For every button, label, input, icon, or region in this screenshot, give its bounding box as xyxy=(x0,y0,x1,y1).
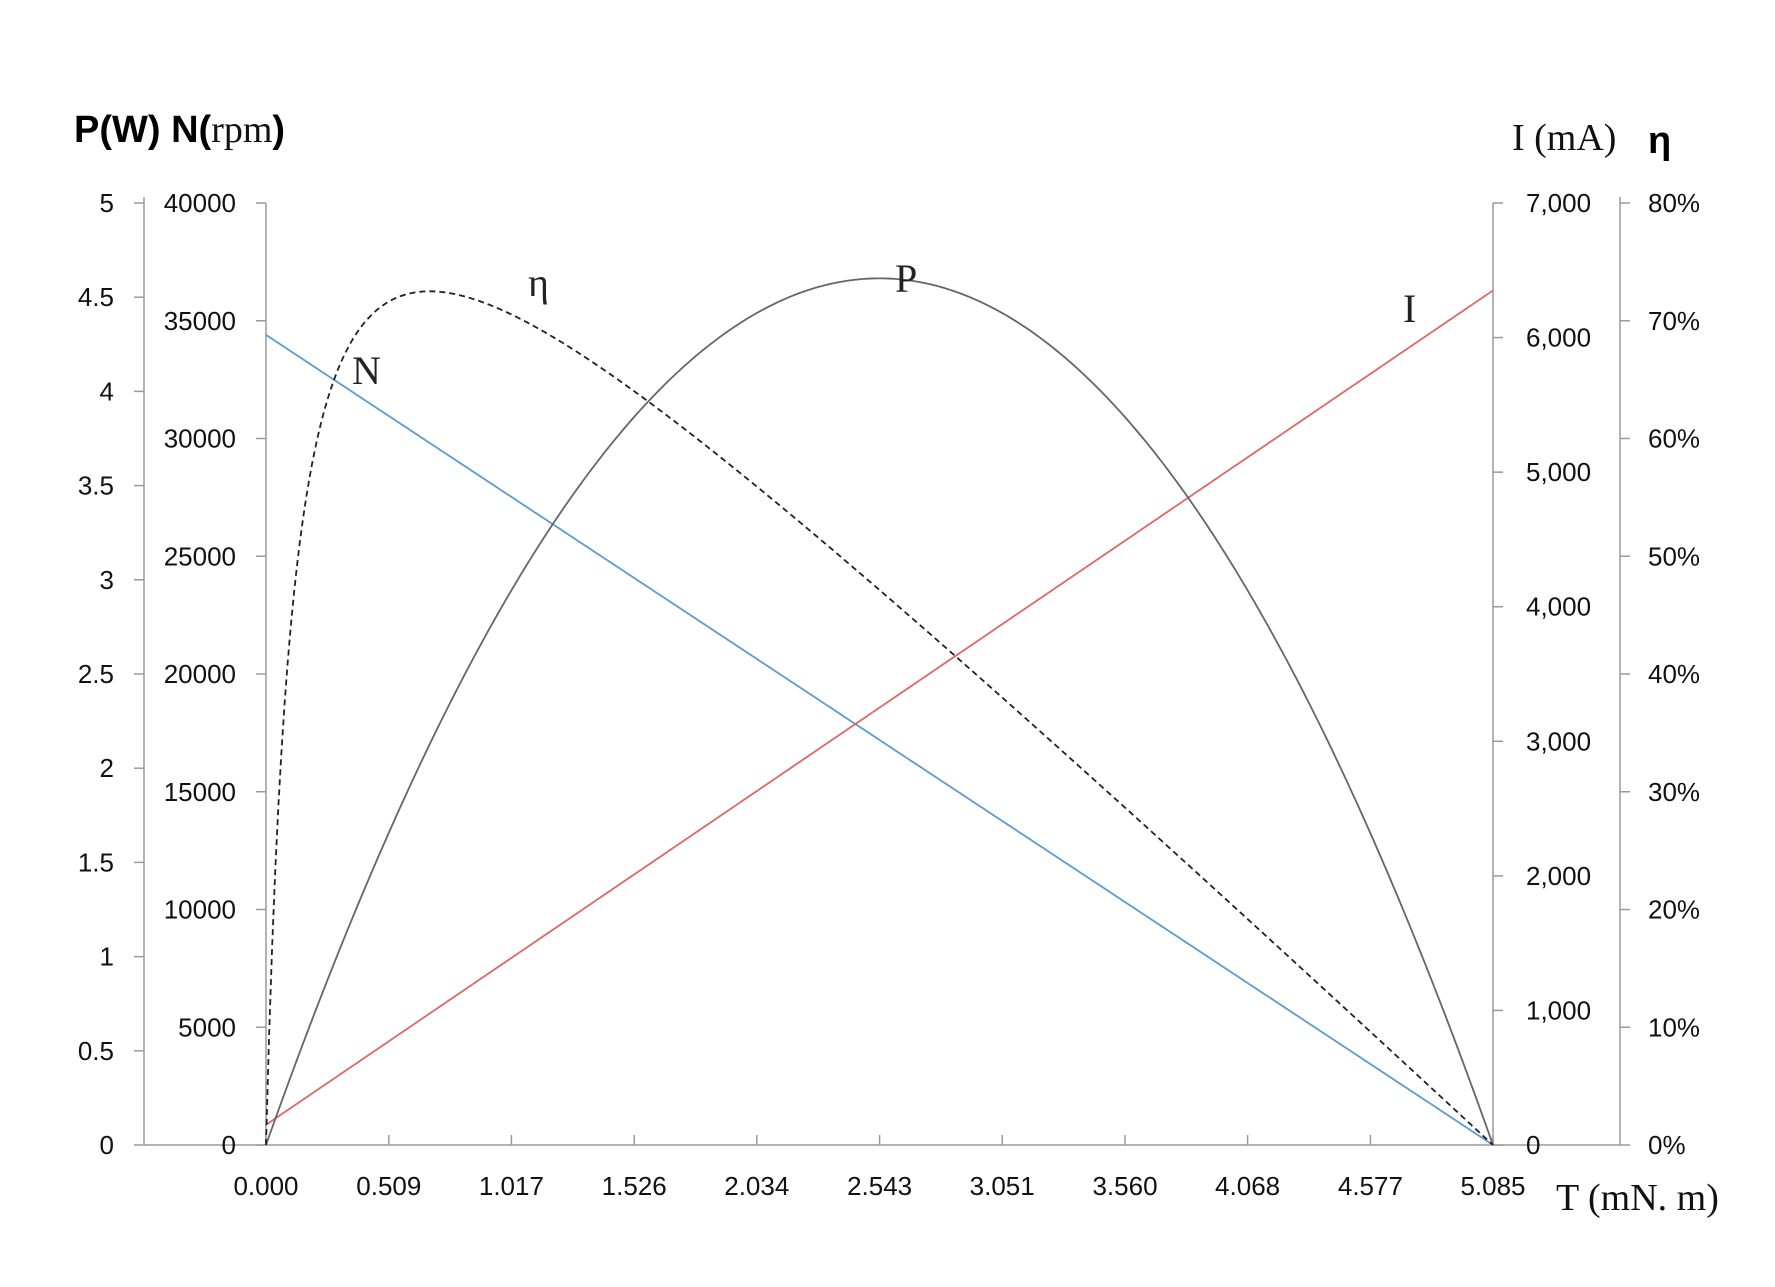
current-tick-label: 5,000 xyxy=(1526,457,1591,487)
current-tick-label: 3,000 xyxy=(1526,726,1591,756)
series-line-2 xyxy=(265,277,1494,1146)
current-tick-label: 4,000 xyxy=(1526,592,1591,622)
power-tick-label: 5 xyxy=(100,188,114,218)
torque-tick-label: 2.543 xyxy=(847,1171,912,1201)
torque-axis-title: T (mN. m) xyxy=(1556,1177,1719,1219)
speed-tick-label: 40000 xyxy=(164,188,236,218)
torque-tick-label: 3.051 xyxy=(970,1171,1035,1201)
efficiency-tick-label: 60% xyxy=(1648,424,1700,454)
torque-tick-label: 1.526 xyxy=(602,1171,667,1201)
current-axis-title: I (mA) xyxy=(1512,117,1616,159)
speed-tick-label: 15000 xyxy=(164,777,236,807)
current-tick-label: 7,000 xyxy=(1526,188,1591,218)
torque-tick-label: 0.509 xyxy=(356,1171,421,1201)
torque-tick-label: 2.034 xyxy=(724,1171,789,1201)
current-tick-label: 2,000 xyxy=(1526,861,1591,891)
current-tick-label: 1,000 xyxy=(1526,995,1591,1025)
torque-tick-label: 1.017 xyxy=(479,1171,544,1201)
efficiency-tick-label: 30% xyxy=(1648,777,1700,807)
left-axis-title: P(W) N(rpm) xyxy=(74,109,285,151)
efficiency-tick-label: 40% xyxy=(1648,659,1700,689)
efficiency-axis-title: η xyxy=(1648,120,1671,162)
axis-lines xyxy=(143,197,1621,1146)
speed-tick-label: 0 xyxy=(222,1130,236,1160)
speed-tick-label: 30000 xyxy=(164,424,236,454)
curves xyxy=(265,277,1494,1146)
torque-tick-label: 4.068 xyxy=(1215,1171,1280,1201)
power-tick-label: 3 xyxy=(100,565,114,595)
curve-label-p: P xyxy=(895,256,917,301)
efficiency-tick-label: 80% xyxy=(1648,188,1700,218)
efficiency-tick-label: 0% xyxy=(1648,1130,1686,1160)
left-axis-title-suffix: ) xyxy=(272,109,285,151)
efficiency-tick-label: 10% xyxy=(1648,1012,1700,1042)
torque-tick-label: 3.560 xyxy=(1092,1171,1157,1201)
current-tick-label: 6,000 xyxy=(1526,323,1591,353)
curve-label-eta: η xyxy=(528,260,549,305)
speed-tick-label: 35000 xyxy=(164,306,236,336)
current-tick-label: 0 xyxy=(1526,1130,1540,1160)
efficiency-tick-label: 70% xyxy=(1648,306,1700,336)
efficiency-tick-label: 20% xyxy=(1648,895,1700,925)
axis-ticks: 0 0.5 1 1.5 2 2.5 3 3.5 4 4.5 5 0 5000 10000 15000 2000… xyxy=(78,188,1700,1201)
left-axis-title-prefix: P(W) N( xyxy=(74,109,212,151)
curve-label-n: N xyxy=(352,348,381,393)
power-tick-label: 1.5 xyxy=(78,847,114,877)
torque-tick-label: 5.085 xyxy=(1460,1171,1525,1201)
speed-tick-label: 25000 xyxy=(164,541,236,571)
left-axis-title-unit: rpm xyxy=(211,109,272,151)
power-tick-label: 4.5 xyxy=(78,282,114,312)
power-tick-label: 2.5 xyxy=(78,659,114,689)
power-tick-label: 4 xyxy=(100,376,114,406)
power-tick-label: 1 xyxy=(100,942,114,972)
torque-tick-label: 0.000 xyxy=(233,1171,298,1201)
efficiency-tick-label: 50% xyxy=(1648,541,1700,571)
power-tick-label: 0 xyxy=(100,1130,114,1160)
power-tick-label: 2 xyxy=(100,753,114,783)
power-tick-label: 0.5 xyxy=(78,1036,114,1066)
series-line-1 xyxy=(265,289,1494,1126)
speed-tick-label: 5000 xyxy=(178,1012,236,1042)
series-line-3 xyxy=(265,290,1494,1146)
curve-label-i: I xyxy=(1403,286,1416,331)
series-line-0 xyxy=(265,334,1494,1146)
speed-tick-label: 20000 xyxy=(164,659,236,689)
power-tick-label: 3.5 xyxy=(78,471,114,501)
torque-tick-label: 4.577 xyxy=(1338,1171,1403,1201)
speed-tick-label: 10000 xyxy=(164,895,236,925)
